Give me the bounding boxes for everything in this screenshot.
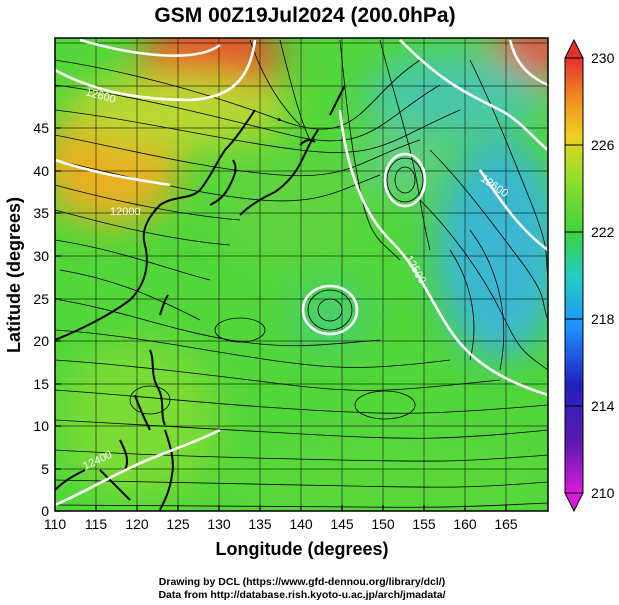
colorbar-top-arrow — [564, 38, 584, 59]
x-axis-title: Longitude (degrees) — [215, 539, 388, 559]
map-title: GSM 00Z19Jul2024 (200.0hPa) — [154, 4, 455, 27]
y-tick-label: 20 — [33, 333, 49, 349]
x-tick-label: 125 — [166, 516, 190, 532]
x-tick-label: 165 — [494, 516, 518, 532]
x-tick-label: 155 — [412, 516, 436, 532]
y-tick-label: 10 — [33, 418, 49, 434]
x-tick-labels: 110 115 120 125 130 135 140 145 150 155 … — [44, 516, 518, 532]
x-tick-label: 115 — [85, 516, 108, 532]
colorbar-scale — [564, 57, 584, 494]
y-tick-label: 25 — [33, 291, 49, 307]
x-tick-label: 135 — [248, 516, 272, 532]
y-tick-label: 30 — [33, 248, 49, 264]
wind-streamlines — [55, 39, 548, 508]
colorbar-label: 222 — [591, 224, 615, 240]
contour-label: 12000 — [110, 206, 141, 218]
x-tick-label: 145 — [330, 516, 354, 532]
y-tick-label: 45 — [33, 120, 49, 136]
y-tick-label: 15 — [33, 376, 49, 392]
credit-line-data: Data from http://database.rish.kyoto-u.a… — [158, 589, 445, 601]
colorbar-bottom-arrow — [564, 492, 584, 513]
x-tick-label: 160 — [453, 516, 477, 532]
temperature-field — [55, 38, 548, 511]
colorbar: 230 226 222 218 214 210 — [564, 38, 615, 513]
colorbar-label: 210 — [591, 485, 615, 501]
colorbar-label: 230 — [591, 50, 615, 66]
coastlines — [55, 84, 346, 511]
x-tick-label: 150 — [371, 516, 395, 532]
x-tick-label: 140 — [289, 516, 313, 532]
x-tick-label: 120 — [125, 516, 149, 532]
y-tick-label: 5 — [41, 461, 49, 477]
axis-ticks — [54, 85, 507, 512]
colorbar-label: 214 — [591, 398, 615, 414]
y-tick-labels: 0 5 10 15 20 25 30 35 40 45 — [33, 120, 49, 519]
geopotential-contours — [55, 38, 548, 507]
colorbar-label: 226 — [591, 137, 615, 153]
credit-line-dcl: Drawing by DCL (https://www.gfd-dennou.o… — [159, 576, 445, 588]
x-tick-label: 130 — [207, 516, 231, 532]
y-tick-label: 40 — [33, 163, 49, 179]
x-tick-label: 110 — [44, 516, 67, 532]
y-tick-label: 0 — [41, 503, 49, 519]
colorbar-label: 218 — [591, 311, 615, 327]
y-tick-label: 35 — [33, 205, 49, 221]
y-axis-title: Latitude (degrees) — [4, 197, 24, 353]
